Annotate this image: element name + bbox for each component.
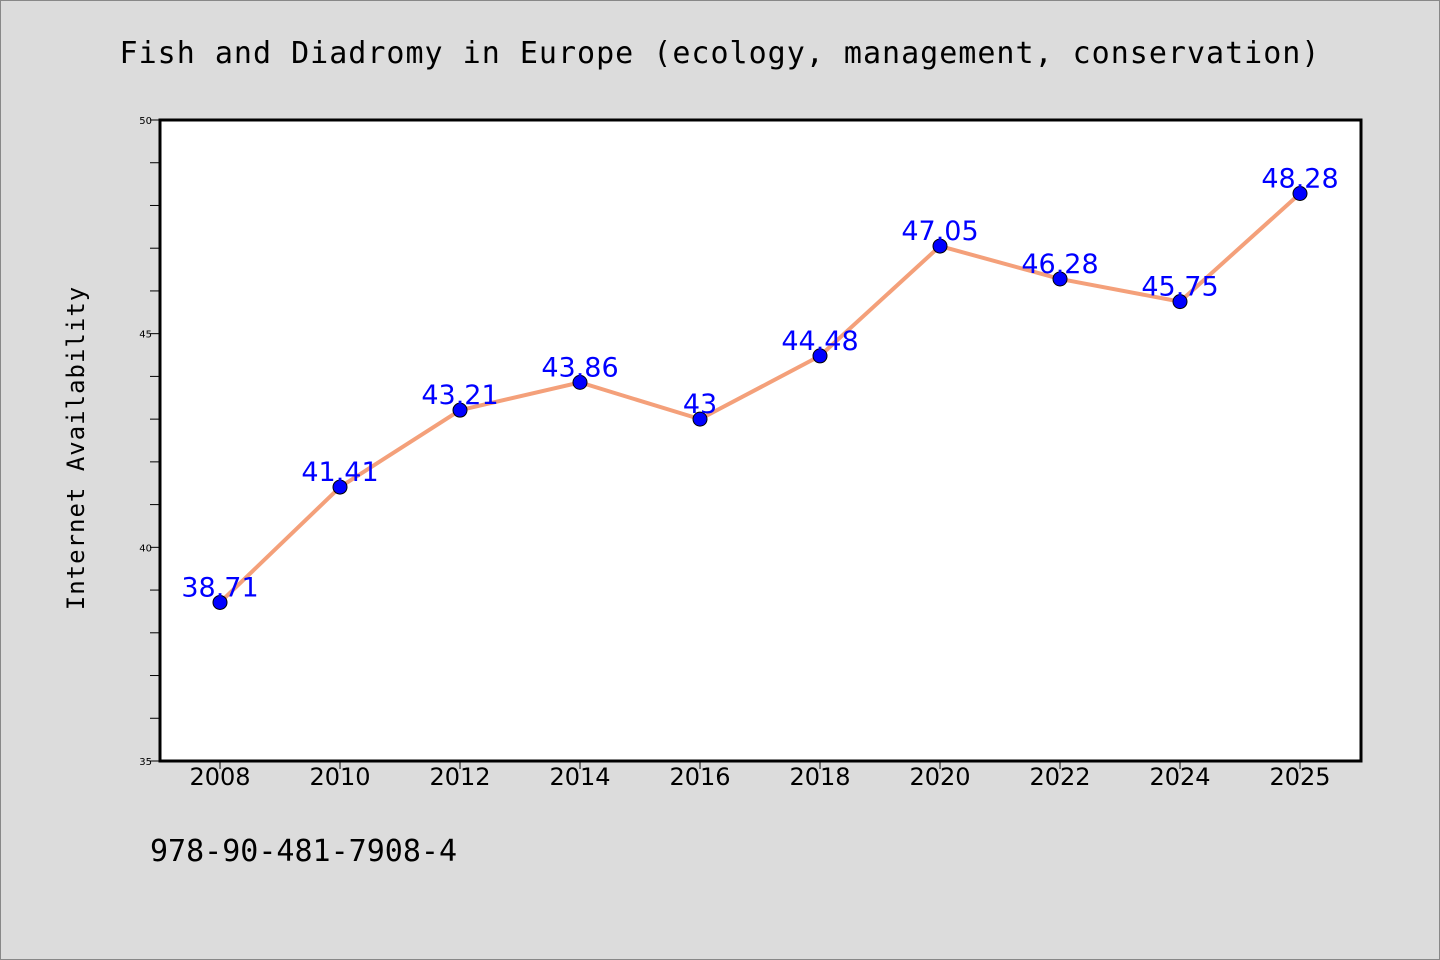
x-tick-label: 2022	[1029, 763, 1090, 791]
x-tick-label: 2012	[429, 763, 490, 791]
series-markers	[212, 186, 1308, 610]
x-axis-ticks: 2008 2010 2012 2014 2016 2018 2020 2022 2024 2025	[189, 761, 1331, 791]
y-tick-label: 50	[139, 116, 152, 127]
x-tick-label: 2018	[789, 763, 850, 791]
data-label: 41.41	[301, 457, 378, 488]
data-label: 43.21	[421, 380, 498, 411]
data-point	[692, 411, 708, 427]
data-labels: 38.71 41.41 43.21 43.86 43 44.48 47.05 46.28 45.…	[181, 164, 1338, 604]
data-point	[932, 238, 948, 254]
data-point	[812, 348, 828, 364]
x-tick-label: 2020	[909, 763, 970, 791]
data-label: 45.75	[1141, 272, 1218, 303]
data-point	[452, 402, 468, 418]
y-tick-label: 45	[139, 330, 152, 341]
data-label: 46.28	[1021, 249, 1098, 280]
data-label: 43.86	[541, 352, 618, 383]
data-point	[1052, 271, 1068, 287]
data-point	[572, 374, 588, 390]
data-point	[332, 479, 348, 495]
data-point	[1292, 186, 1308, 202]
x-tick-label: 2016	[669, 763, 730, 791]
data-label: 44.48	[781, 326, 858, 357]
y-tick-label: 40	[139, 543, 152, 554]
data-point	[212, 594, 228, 610]
x-tick-label: 2024	[1149, 763, 1210, 791]
data-label: 48.28	[1261, 164, 1338, 195]
data-label: 47.05	[901, 216, 978, 247]
y-axis-label: Internet Availability	[62, 286, 90, 610]
data-label: 43	[683, 389, 717, 420]
x-tick-label: 2010	[309, 763, 370, 791]
series-line	[218, 191, 1302, 605]
y-axis-ticks: 35 40 45 50	[139, 116, 160, 768]
x-tick-label: 2014	[549, 763, 610, 791]
data-point	[1172, 294, 1188, 310]
x-tick-label: 2025	[1269, 763, 1330, 791]
y-tick-label: 35	[139, 757, 152, 768]
plot-area	[160, 120, 1361, 761]
plot-border	[158, 118, 1363, 763]
x-tick-label: 2008	[189, 763, 250, 791]
isbn-text: 978-90-481-7908-4	[150, 834, 458, 869]
data-label: 38.71	[181, 572, 258, 603]
chart-title: Fish and Diadromy in Europe (ecology, ma…	[119, 36, 1321, 71]
